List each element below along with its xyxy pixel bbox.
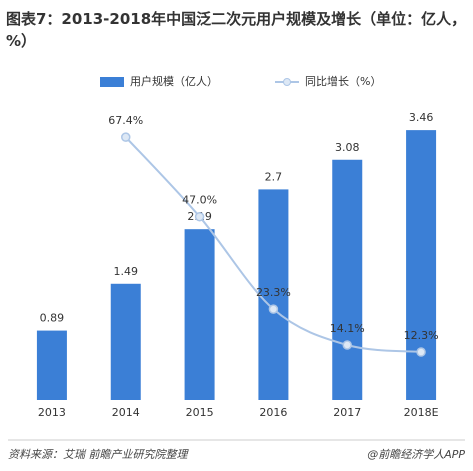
bar xyxy=(332,159,363,400)
data-label: 12.3% xyxy=(404,329,439,342)
line-marker xyxy=(194,211,205,222)
x-tick-label: 2014 xyxy=(112,406,140,419)
data-label: 14.1% xyxy=(330,322,365,335)
data-label: 47.0% xyxy=(182,194,217,207)
bar xyxy=(184,229,215,400)
data-label: 3.46 xyxy=(409,111,434,124)
brand: @前瞻经济学人APP xyxy=(367,448,465,461)
x-tick-label: 2016 xyxy=(259,406,287,419)
source: 资料来源：艾瑞 前瞻产业研究院整理 xyxy=(8,448,189,461)
bar xyxy=(258,189,289,400)
line-marker xyxy=(416,347,426,357)
legend-label: 同比增长（%） xyxy=(305,74,381,88)
chart-title: 图表7：2013-2018年中国泛二次元用户规模及增长（单位：亿人，%） xyxy=(6,10,467,50)
legend-swatch xyxy=(100,77,124,87)
data-label: 23.3% xyxy=(256,286,291,299)
bar xyxy=(406,130,437,400)
data-label: 67.4% xyxy=(108,114,143,127)
data-label: 2.7 xyxy=(265,170,283,183)
bar xyxy=(110,283,141,400)
x-tick-label: 2013 xyxy=(38,406,66,419)
x-tick-label: 2018E xyxy=(404,406,439,419)
data-label: 0.89 xyxy=(40,312,65,325)
line-marker xyxy=(121,132,131,142)
bar xyxy=(36,330,67,400)
data-label: 3.08 xyxy=(335,141,360,154)
x-tick-label: 2015 xyxy=(186,406,214,419)
line-marker xyxy=(268,304,279,314)
legend-marker xyxy=(283,78,291,86)
x-tick-label: 2017 xyxy=(333,406,361,419)
data-label: 1.49 xyxy=(114,265,139,278)
line-marker xyxy=(342,340,352,350)
legend-label: 用户规模（亿人） xyxy=(130,74,218,88)
